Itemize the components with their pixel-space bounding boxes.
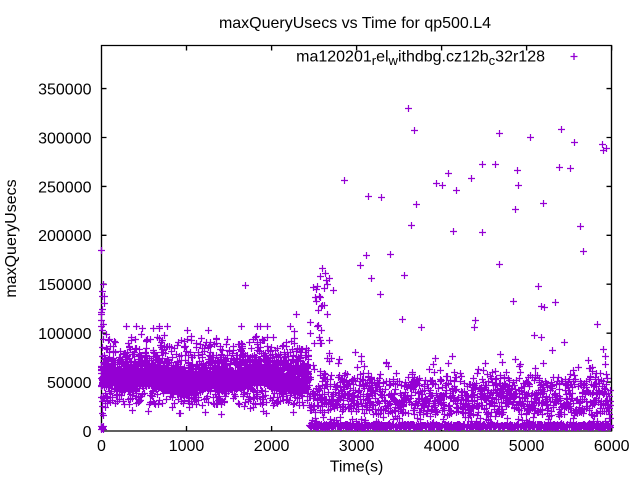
svg-text:ma120201relwithdbg.cz12bc32r12: ma120201relwithdbg.cz12bc32r128 (296, 49, 545, 69)
svg-text:50000: 50000 (47, 375, 92, 392)
svg-text:5000: 5000 (509, 438, 545, 455)
svg-text:250000: 250000 (38, 179, 91, 196)
svg-text:6000: 6000 (594, 438, 630, 455)
svg-text:Time(s): Time(s) (330, 459, 384, 476)
svg-text:300000: 300000 (38, 130, 91, 147)
svg-text:4000: 4000 (424, 438, 460, 455)
svg-text:maxQueryUsecs vs Time for qp50: maxQueryUsecs vs Time for qp500.L4 (219, 15, 491, 32)
svg-text:0: 0 (97, 438, 106, 455)
svg-text:350000: 350000 (38, 82, 91, 99)
svg-text:maxQueryUsecs: maxQueryUsecs (3, 179, 20, 297)
svg-text:2000: 2000 (254, 438, 290, 455)
svg-text:1000: 1000 (169, 438, 205, 455)
svg-text:150000: 150000 (38, 277, 91, 294)
svg-text:0: 0 (83, 424, 92, 441)
svg-text:200000: 200000 (38, 228, 91, 245)
svg-text:3000: 3000 (339, 438, 375, 455)
svg-text:100000: 100000 (38, 326, 91, 343)
